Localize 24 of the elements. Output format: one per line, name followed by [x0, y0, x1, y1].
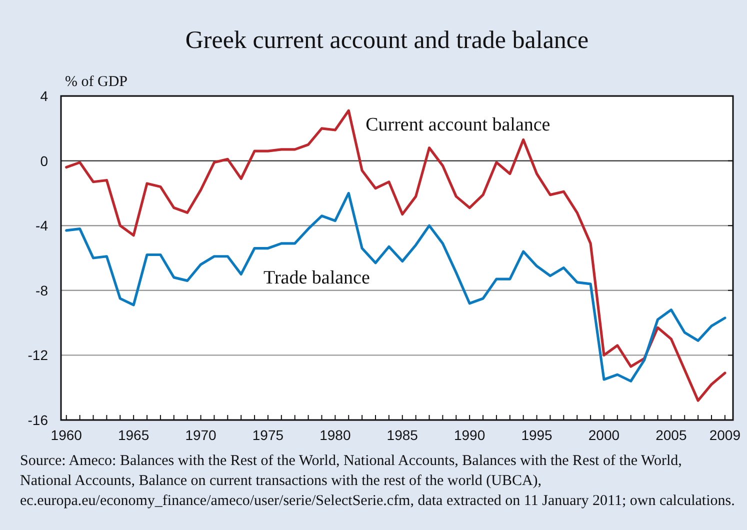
- chart-title: Greek current account and trade balance: [185, 27, 589, 54]
- source-note: Source: Ameco: Balances with the Rest of the World, National Accounts, Balances with the Rest of the World, National Accounts, Balance on current transactions with the rest of the world (UBCA), ec.europa.eu/economy_finance/ameco/user/serie/SelectSerie.cfm, data extracted on 11 January 2011; own calculations.: [20, 453, 735, 509]
- y-tick-label: -4: [36, 218, 48, 234]
- x-tick-label: 2000: [588, 427, 620, 443]
- x-tick-label: 1985: [386, 427, 418, 443]
- x-tick-label: 1975: [252, 427, 284, 443]
- x-tick-label: 1970: [185, 427, 217, 443]
- y-tick-label: -12: [28, 347, 48, 364]
- x-tick-label: 1965: [118, 427, 150, 443]
- y-axis-title: % of GDP: [65, 74, 128, 90]
- x-tick-label: 1980: [320, 427, 351, 443]
- y-tick-label: -8: [36, 282, 48, 298]
- x-tick-label: 1960: [50, 427, 82, 443]
- x-tick-label: 2005: [656, 427, 687, 443]
- line-series: [65, 192, 726, 382]
- series-label: Current account balance: [366, 114, 550, 136]
- y-tick-label: -16: [28, 412, 48, 428]
- line-series: [65, 109, 726, 402]
- x-tick-label: 1995: [521, 427, 553, 443]
- x-tick-label: 1990: [454, 427, 486, 443]
- y-tick-label: 0: [40, 152, 48, 169]
- series-label: Trade balance: [264, 267, 370, 288]
- x-tick-label: 2009: [709, 427, 741, 443]
- y-tick-label: 4: [40, 88, 48, 104]
